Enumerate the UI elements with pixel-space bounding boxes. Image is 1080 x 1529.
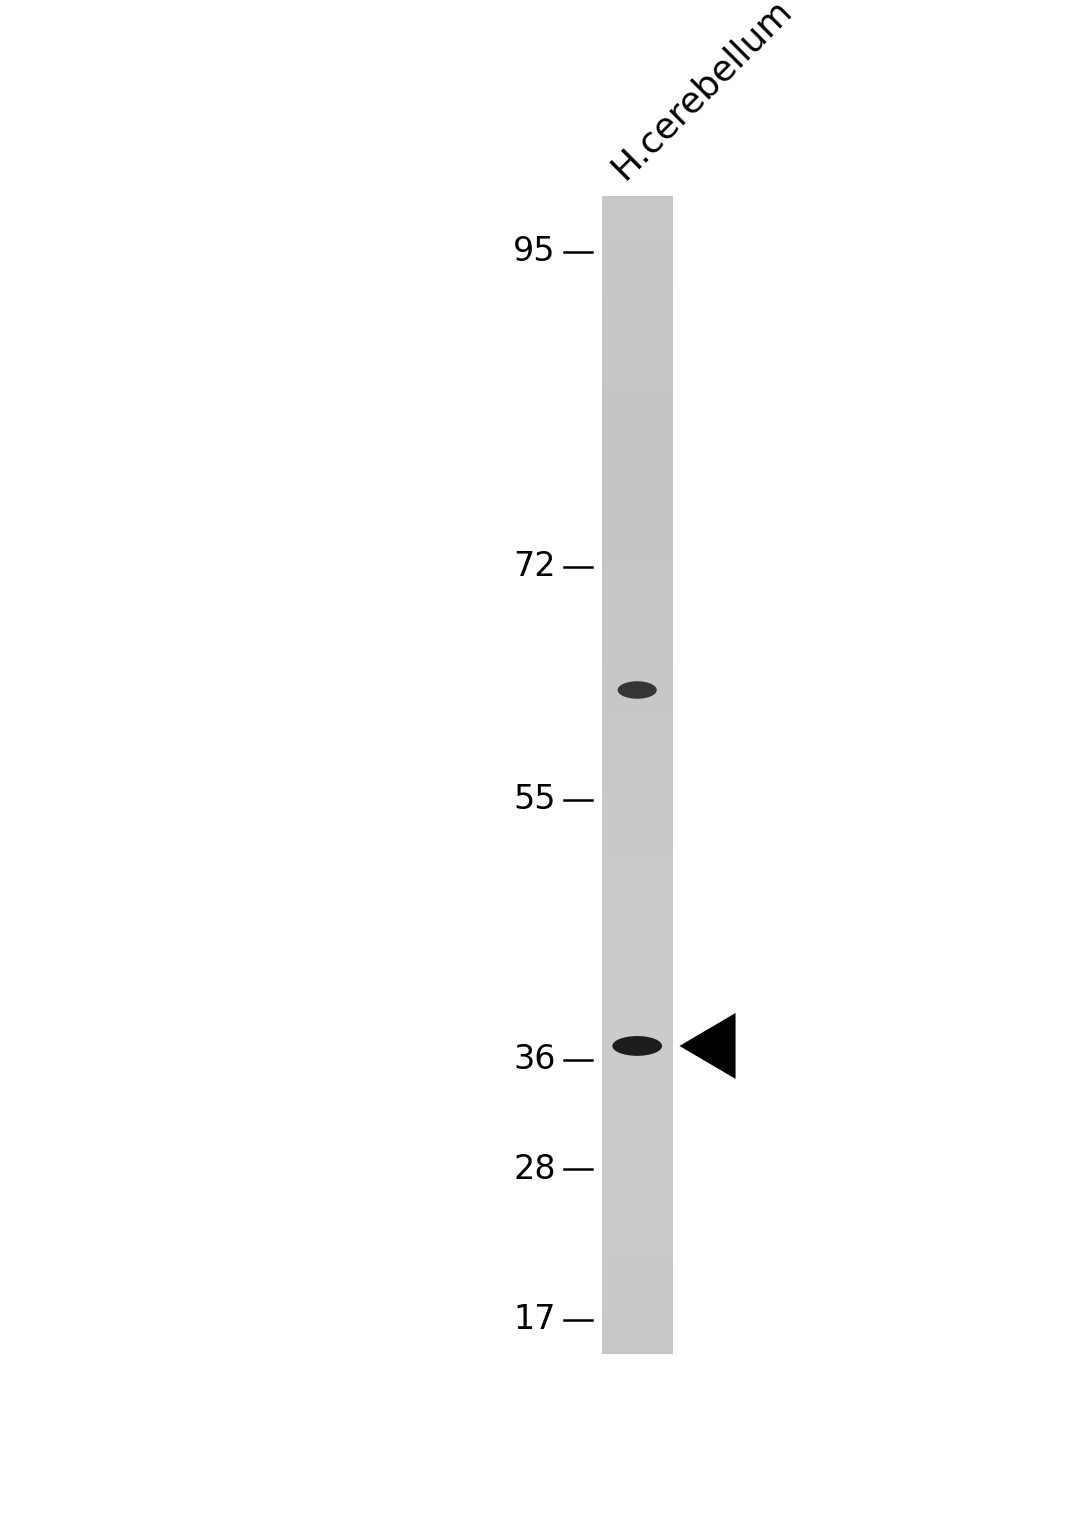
- Bar: [602, 446, 673, 466]
- Bar: [602, 948, 673, 968]
- Ellipse shape: [612, 1037, 662, 1057]
- Bar: [602, 196, 673, 217]
- Bar: [602, 910, 673, 930]
- Bar: [602, 1024, 673, 1046]
- Text: 72: 72: [513, 550, 555, 583]
- Bar: [602, 601, 673, 621]
- Bar: [602, 659, 673, 679]
- Bar: [602, 485, 673, 506]
- Bar: [602, 890, 673, 911]
- Bar: [602, 216, 673, 235]
- Text: 17: 17: [513, 1303, 555, 1336]
- Bar: [602, 1199, 673, 1219]
- Bar: [602, 1161, 673, 1180]
- Bar: [602, 717, 673, 737]
- Bar: [602, 697, 673, 717]
- Bar: [602, 755, 673, 775]
- Bar: [602, 350, 673, 370]
- Bar: [602, 408, 673, 428]
- Bar: [602, 986, 673, 1008]
- Bar: [602, 466, 673, 486]
- Bar: [602, 813, 673, 833]
- Bar: [602, 677, 673, 699]
- Bar: [602, 274, 673, 294]
- Bar: [602, 774, 673, 795]
- Text: 36: 36: [513, 1043, 555, 1076]
- Bar: [602, 1257, 673, 1277]
- Bar: [602, 735, 673, 757]
- Bar: [602, 928, 673, 950]
- Bar: [602, 505, 673, 524]
- Bar: [602, 621, 673, 641]
- Bar: [602, 1083, 673, 1104]
- Bar: [602, 852, 673, 872]
- Bar: [602, 1275, 673, 1297]
- Bar: [602, 524, 673, 544]
- Bar: [602, 197, 673, 1355]
- Bar: [602, 832, 673, 853]
- Bar: [602, 292, 673, 313]
- Bar: [602, 370, 673, 390]
- Bar: [602, 1044, 673, 1064]
- Bar: [602, 1064, 673, 1084]
- Bar: [602, 1102, 673, 1122]
- Bar: [602, 563, 673, 583]
- Text: 95: 95: [513, 235, 555, 269]
- Bar: [602, 1333, 673, 1355]
- Bar: [602, 872, 673, 891]
- Bar: [602, 312, 673, 332]
- Bar: [602, 968, 673, 988]
- Text: 28: 28: [513, 1153, 555, 1185]
- Bar: [602, 254, 673, 274]
- Ellipse shape: [618, 682, 657, 699]
- Bar: [602, 543, 673, 564]
- Bar: [602, 1141, 673, 1161]
- Bar: [602, 1315, 673, 1335]
- Bar: [602, 388, 673, 410]
- Bar: [602, 1121, 673, 1142]
- Bar: [602, 794, 673, 813]
- Bar: [602, 1217, 673, 1238]
- Bar: [602, 1237, 673, 1257]
- Bar: [602, 639, 673, 661]
- Bar: [602, 581, 673, 602]
- Bar: [602, 1295, 673, 1315]
- Text: H.cerebellum: H.cerebellum: [605, 0, 798, 185]
- Polygon shape: [679, 1014, 735, 1079]
- Text: 55: 55: [513, 783, 555, 816]
- Bar: [602, 427, 673, 448]
- Bar: [602, 234, 673, 255]
- Bar: [602, 1179, 673, 1200]
- Bar: [602, 1006, 673, 1026]
- Bar: [602, 330, 673, 352]
